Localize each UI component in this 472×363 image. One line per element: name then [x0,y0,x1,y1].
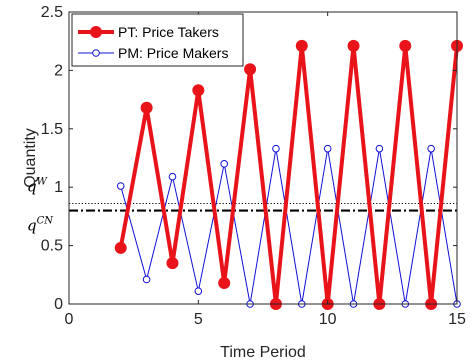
data-point [220,160,228,168]
y-axis-ticks: 0 0.5 1 1.5 2 2.5 [41,4,457,313]
data-point [168,172,177,181]
axes-box [68,11,458,305]
reference-line-label: qCN [27,216,54,235]
reference-line-labels: qW qCN [27,177,54,235]
series-line [120,148,458,305]
data-point [347,39,360,52]
x-tick-label: 5 [194,311,203,328]
data-point [272,144,280,153]
legend-box [71,13,244,67]
x-tick-label: 10 [319,311,337,328]
y-tick-label: 2 [54,62,63,79]
series-line [118,45,459,305]
y-tick-label: 1 [54,179,63,196]
data-point [116,182,125,190]
x-tick-label: 15 [448,311,466,328]
reference-line-label: qW [27,177,48,196]
legend-label: PT: Price Takers [118,24,219,40]
y-axis-label: Quantity [22,128,39,188]
data-point [142,275,151,284]
data-point [399,39,412,52]
data-point [375,144,384,153]
legend-label: PM: Price Makers [118,45,228,61]
data-point [140,101,153,114]
legend: PT: Price Takers PM: Price Makers [71,13,244,67]
data-point [323,144,332,153]
data-point [427,144,435,153]
x-tick-label: 0 [65,311,74,328]
x-axis-label: Time Period [220,344,306,361]
y-tick-label: 0.5 [41,238,63,255]
data-point [114,241,127,254]
data-point [244,63,257,76]
data-point [218,276,231,289]
reference-lines [69,203,457,212]
data-point [194,287,203,295]
legend-marker [90,26,102,38]
data-point [192,84,205,97]
y-tick-label: 2.5 [41,4,63,21]
legend-entries: PT: Price Takers PM: Price Makers [78,24,228,61]
data-point [166,257,179,270]
data-point [295,39,308,52]
y-tick-label: 0 [54,296,63,313]
y-tick-label: 1.5 [41,121,63,138]
x-axis-ticks: 0 5 10 15 [65,12,466,328]
legend-marker [92,49,100,57]
